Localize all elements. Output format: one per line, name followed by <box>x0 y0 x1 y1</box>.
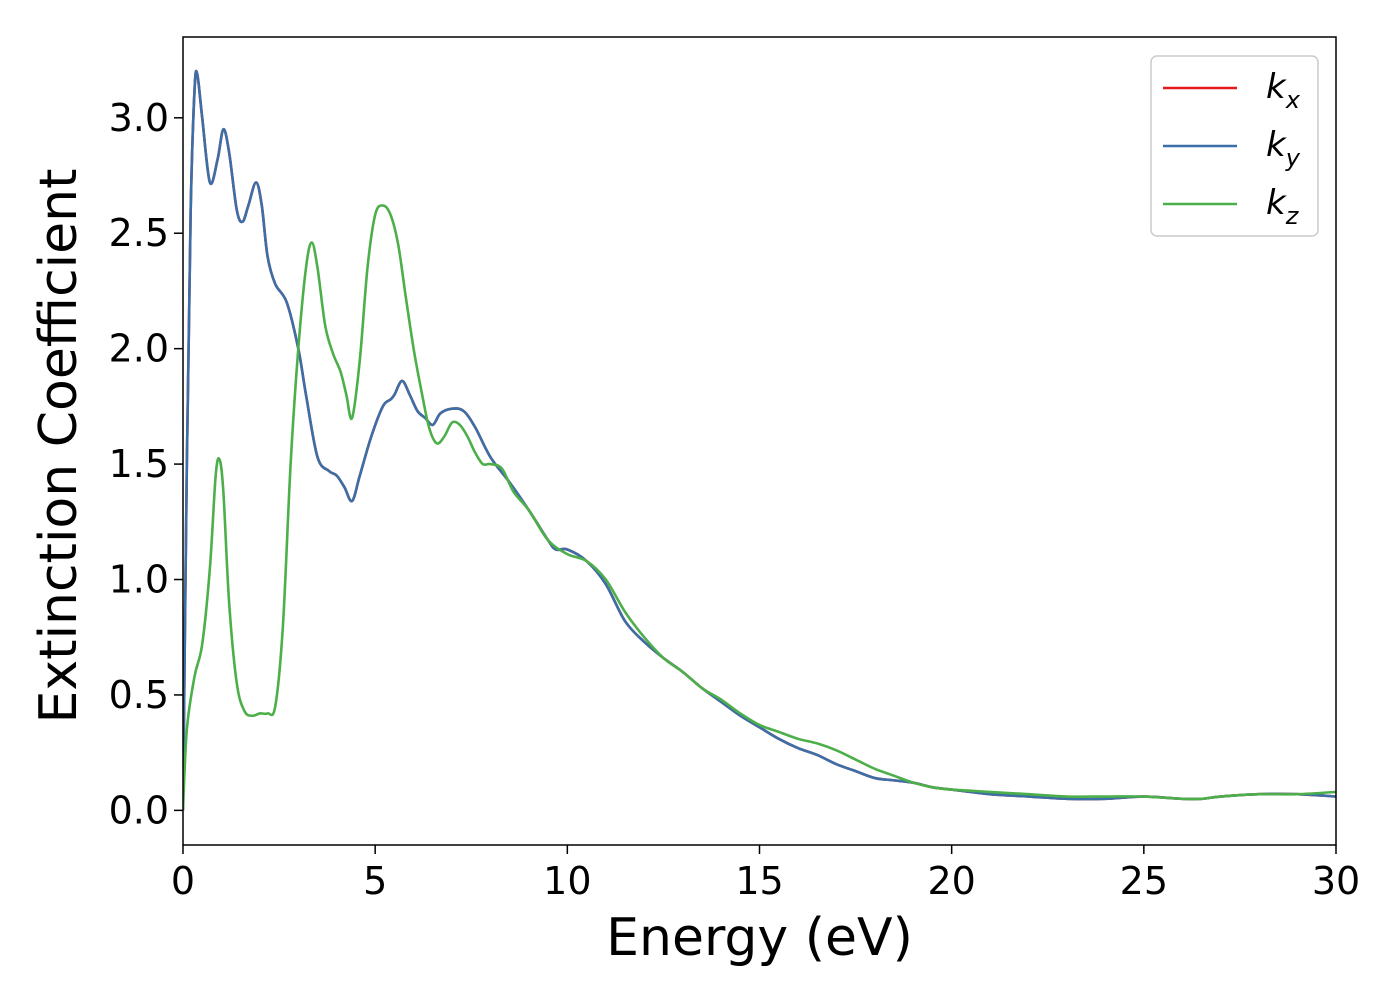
x-tick-label: 15 <box>735 859 783 903</box>
x-tick-label: 20 <box>927 859 975 903</box>
y-tick-label: 2.5 <box>109 211 169 255</box>
y-axis-label: Extinction Coefficient <box>29 169 89 724</box>
x-tick-label: 5 <box>363 859 387 903</box>
legend-label-kx: kx <box>1266 67 1301 114</box>
x-axis-label: Energy (eV) <box>606 908 913 968</box>
y-tick-label: 2.0 <box>109 327 169 371</box>
x-tick-label: 0 <box>171 859 195 903</box>
y-tick-label: 0.5 <box>109 673 169 717</box>
x-tick-label: 10 <box>543 859 591 903</box>
x-tick-label: 30 <box>1312 859 1360 903</box>
ticks-layer: 0 5 10 15 20 25 30 0.0 0.5 1.0 1.5 2.0 2.5 3.0 <box>109 96 1361 903</box>
x-tick-label: 25 <box>1120 859 1168 903</box>
legend-label-kz: kz <box>1266 183 1300 230</box>
legend: kx ky kz <box>1150 55 1319 237</box>
series-layer <box>183 69 1336 811</box>
y-tick-label: 3.0 <box>109 96 169 140</box>
y-tick-label: 1.5 <box>109 442 169 486</box>
legend-label-ky: ky <box>1266 125 1301 172</box>
y-tick-label: 0.0 <box>109 788 169 832</box>
series-line-kz <box>183 204 1336 811</box>
y-tick-label: 1.0 <box>109 558 169 602</box>
